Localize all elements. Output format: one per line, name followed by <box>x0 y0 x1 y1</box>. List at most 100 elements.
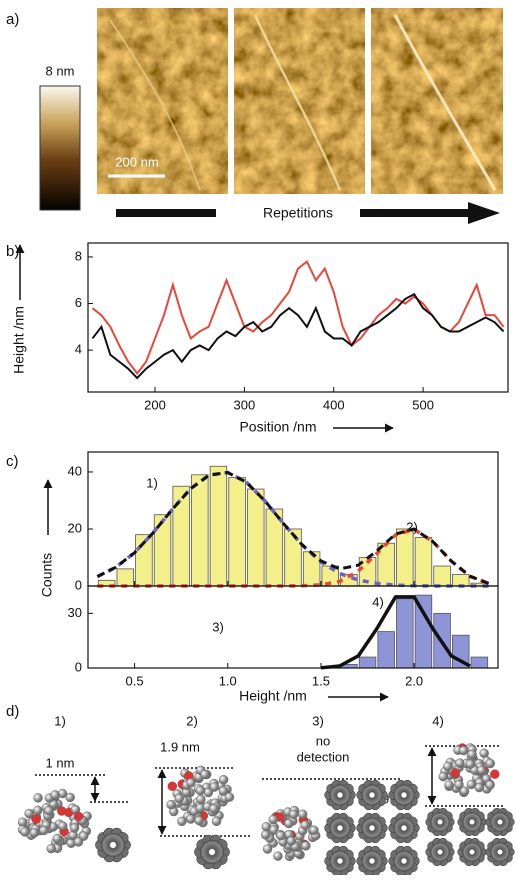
atom <box>39 825 49 836</box>
annotation: 3) <box>212 619 224 634</box>
bar <box>191 474 209 587</box>
atom <box>167 781 178 791</box>
bar <box>284 528 302 587</box>
atom <box>44 806 54 816</box>
y-axis-label: Counts <box>39 553 55 597</box>
atom <box>33 805 43 816</box>
case-label: 1) <box>54 713 66 728</box>
ring-molecule <box>485 837 515 867</box>
x-tick-label: 200 <box>144 397 166 412</box>
ring-molecule <box>388 845 420 877</box>
atom <box>33 793 43 803</box>
ring-center <box>369 858 375 864</box>
x-axis-label: Height /nm <box>239 688 307 704</box>
atom <box>288 809 299 820</box>
molecule <box>438 743 500 798</box>
x-tick-label: 400 <box>323 397 345 412</box>
ring-center <box>369 792 375 798</box>
data-line <box>91 292 505 380</box>
annotation: 1) <box>146 475 158 490</box>
ring-center <box>437 819 443 825</box>
ring-center <box>401 858 407 864</box>
ring-center <box>497 849 503 855</box>
schematic: 1) 2) 3) 4) 1 nm 1.9 nm 1.9 nm no detect… <box>17 713 515 877</box>
atom <box>69 823 80 833</box>
arrow-label: Repetitions <box>263 205 333 221</box>
panel-label: b) <box>6 243 19 260</box>
atom <box>490 769 500 779</box>
atom <box>443 761 453 772</box>
bar <box>153 514 172 587</box>
bar <box>209 465 228 587</box>
ring-molecule <box>324 779 356 811</box>
y-axis-label: Height /nm <box>11 306 27 374</box>
atom <box>186 814 196 824</box>
atom <box>459 786 470 796</box>
molecule <box>17 788 92 854</box>
atom <box>444 780 454 790</box>
no-detection: no <box>316 733 330 748</box>
ring-center <box>469 849 475 855</box>
atom <box>273 851 283 861</box>
x-tick-label: 1.5 <box>312 673 330 688</box>
plot-frame <box>87 585 499 669</box>
atom <box>224 792 235 802</box>
atom <box>211 816 222 826</box>
ring-molecule <box>485 807 515 837</box>
molecule <box>261 805 321 862</box>
atom <box>177 816 187 827</box>
atom <box>31 814 41 824</box>
ring-molecule <box>425 837 455 867</box>
atom <box>269 825 279 835</box>
no-detection: detection <box>297 749 350 764</box>
bar <box>396 528 414 587</box>
annotation: 4) <box>372 594 384 609</box>
atom <box>467 749 477 760</box>
ring-molecule <box>95 827 131 863</box>
atom <box>24 808 34 819</box>
atom <box>20 827 30 837</box>
atom <box>450 768 460 778</box>
atom <box>466 779 477 790</box>
ring-molecule <box>324 812 356 844</box>
atom <box>73 811 84 822</box>
ring-center <box>401 792 407 798</box>
bar <box>396 598 414 669</box>
afm-image <box>234 8 365 194</box>
ring-molecule <box>457 807 487 837</box>
atom <box>284 818 294 829</box>
atom <box>195 785 206 796</box>
x-tick-label: 2.0 <box>405 673 423 688</box>
atom <box>194 815 204 826</box>
x-axis-label: Position /nm <box>239 419 316 435</box>
height-label: 1 nm <box>46 755 75 770</box>
bar <box>302 551 321 587</box>
atom <box>309 825 319 835</box>
ring-center <box>469 819 475 825</box>
atom <box>50 790 60 800</box>
atom <box>268 814 278 825</box>
atom <box>458 745 469 756</box>
ring-center <box>337 858 343 864</box>
fit-curve <box>96 471 490 585</box>
y-tick-label: 40 <box>68 463 82 478</box>
bar <box>228 477 246 587</box>
atom <box>46 843 56 854</box>
atom <box>29 828 40 838</box>
atom <box>454 779 464 790</box>
arrow-head <box>360 202 500 224</box>
ring-center <box>369 825 375 831</box>
atom <box>174 793 184 804</box>
afm-images <box>97 8 503 194</box>
strand <box>393 14 497 191</box>
atom <box>73 837 84 847</box>
ring-center <box>437 849 443 855</box>
atom <box>476 765 487 776</box>
ring-center <box>337 825 343 831</box>
y-tick-label: 0 <box>75 659 82 674</box>
ring-center <box>110 842 116 848</box>
atom <box>286 836 296 846</box>
atom <box>261 830 271 840</box>
